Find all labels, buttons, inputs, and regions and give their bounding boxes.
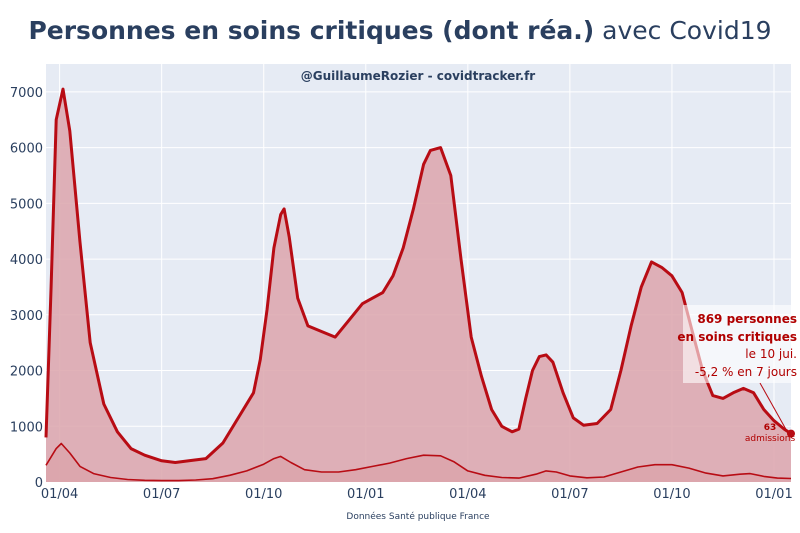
x-tick-label-6: 01/10 (653, 487, 690, 502)
last-value-marker (787, 429, 795, 438)
y-tick-label-3000: 3000 (10, 309, 43, 324)
chart-title-bold: Personnes en soins critiques (dont réa.) (28, 16, 595, 45)
y-tick-label-6000: 6000 (10, 142, 43, 157)
y-tick-label-0: 0 (35, 476, 43, 491)
x-axis: 01/04 01/07 01/10 01/01 01/04 01/07 01/10 01/01… (41, 487, 793, 502)
y-axis: 0 1000 2000 3000 4000 5000 6000 7000 (10, 86, 43, 491)
y-tick-label-1000: 1000 (10, 420, 43, 435)
series-area-0 (46, 89, 791, 482)
y-tick-label-5000: 5000 (10, 197, 43, 212)
series-line-1 (45, 442, 792, 482)
annotation: 869 personnes en soins critiques le 10 j… (677, 305, 800, 444)
x-tick-label-0: 01/04 (41, 487, 78, 502)
x-tick-label-4: 01/04 (449, 487, 486, 502)
annotation-line1: 869 personnes (697, 312, 797, 326)
annotation-box (683, 305, 800, 383)
series-line-0 (44, 87, 792, 464)
chart-title: Personnes en soins critiques (dont réa.)… (0, 16, 800, 45)
source-text: Données Santé publique France (346, 511, 490, 522)
annotation-line3: le 10 jui. (745, 347, 797, 361)
x-tick-label-1: 01/07 (143, 487, 180, 502)
x-tick-label-2: 01/10 (245, 487, 282, 502)
credit-text: @GuillaumeRozier - covidtracker.fr (301, 69, 536, 83)
annotation-line4: -5,2 % en 7 jours (695, 365, 797, 379)
y-tick-label-4000: 4000 (10, 253, 43, 268)
x-tick-label-3: 01/01 (347, 487, 384, 502)
y-tick-label-2000: 2000 (10, 365, 43, 380)
series-group (44, 87, 795, 482)
annotation-line2: en soins critiques (677, 330, 797, 344)
annotation-pointer (759, 382, 789, 434)
admissions-value: 63 (764, 423, 777, 433)
x-tick-label-7: 01/01 (755, 487, 792, 502)
chart-title-rest: avec Covid19 (594, 16, 772, 45)
admissions-label: admissions (745, 434, 796, 444)
y-tick-label-7000: 7000 (10, 86, 43, 101)
series-area-1 (46, 443, 791, 482)
x-tick-label-5: 01/07 (551, 487, 588, 502)
